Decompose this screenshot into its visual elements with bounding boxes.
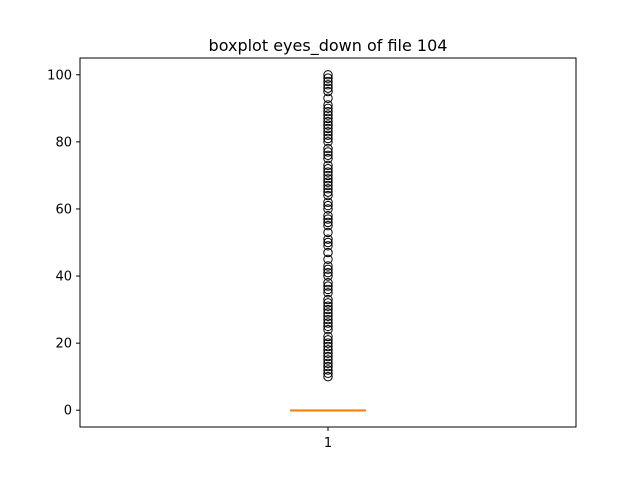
y-tick-label: 60 [55, 202, 72, 217]
outlier-point [323, 361, 333, 372]
outlier-point [323, 221, 333, 231]
outlier-point [323, 338, 333, 348]
outlier-point [323, 130, 333, 140]
outlier-point [323, 311, 333, 321]
y-tick-label: 40 [55, 270, 72, 285]
outlier-point [323, 106, 333, 117]
outlier-point [323, 335, 333, 345]
outlier-point [323, 254, 333, 264]
outlier-point [323, 331, 333, 342]
outlier-point [323, 113, 333, 124]
outlier-point [323, 264, 333, 275]
outlier-point [323, 341, 333, 352]
outlier-point [323, 358, 333, 368]
outlier-point [323, 314, 333, 325]
outlier-point [323, 368, 333, 379]
outlier-point [323, 83, 333, 93]
box-element [290, 409, 366, 412]
outlier-point [323, 110, 333, 120]
outlier-point [323, 170, 333, 181]
y-tick-label: 0 [64, 404, 72, 419]
outlier-point [323, 304, 333, 315]
outlier-point [323, 100, 333, 110]
outlier-point [323, 278, 333, 288]
outlier-point [323, 200, 333, 211]
outlier-point [323, 294, 333, 305]
y-tick-label: 100 [47, 68, 72, 83]
outlier-point [323, 137, 333, 147]
outlier-point [323, 237, 333, 248]
outlier-point [323, 164, 333, 174]
y-tick-label: 20 [55, 337, 72, 352]
outlier-point [323, 241, 333, 251]
plot-area-frame [79, 57, 577, 428]
outlier-point [323, 348, 333, 358]
outlier-point [323, 174, 333, 184]
outlier-point [323, 150, 333, 160]
outlier-point [323, 73, 333, 83]
outlier-point [323, 120, 333, 130]
outlier-point [323, 318, 333, 328]
outlier-point [323, 247, 333, 258]
outlier-point [323, 355, 333, 365]
outlier-point [323, 281, 333, 291]
outlier-point [323, 153, 333, 164]
outlier-point [323, 123, 333, 134]
outlier-point [323, 345, 333, 355]
outlier-points [323, 70, 333, 382]
outlier-point [323, 371, 333, 382]
outlier-point [323, 288, 333, 298]
x-tick-label: 1 [324, 436, 332, 451]
y-axis: 0 20 40 60 80 100 [47, 68, 80, 419]
outlier-point [323, 204, 333, 214]
outlier-point [323, 76, 333, 87]
outlier-point [323, 190, 333, 201]
outlier-point [323, 177, 333, 187]
outlier-point [323, 147, 333, 157]
outlier-point [323, 298, 333, 308]
outlier-point [323, 160, 333, 171]
outlier-point [323, 271, 333, 281]
outlier-point [323, 197, 333, 207]
outlier-point [323, 261, 333, 271]
outlier-point [323, 127, 333, 137]
y-tick-label: 80 [55, 135, 72, 150]
chart-title: boxplot eyes_down of file 104 [209, 36, 448, 56]
outlier-point [323, 325, 333, 335]
outlier-point [323, 227, 333, 238]
outlier-point [323, 167, 333, 177]
outlier-point [323, 103, 333, 114]
outlier-point [323, 117, 333, 127]
outlier-point [323, 93, 333, 103]
outlier-point [323, 351, 333, 362]
outlier-point [323, 284, 333, 295]
outlier-point [323, 214, 333, 224]
outlier-point [323, 70, 333, 80]
outlier-point [323, 217, 333, 228]
outlier-point [323, 86, 333, 97]
outlier-point [323, 187, 333, 197]
x-axis: 1 [324, 427, 332, 451]
outlier-point [323, 210, 333, 221]
outlier-point [323, 321, 333, 332]
outlier-point [323, 143, 333, 154]
outlier-point [323, 234, 333, 244]
outlier-point [323, 180, 333, 191]
outlier-point [323, 308, 333, 318]
outlier-point [323, 267, 333, 278]
outlier-point [323, 80, 333, 90]
outlier-point [323, 365, 333, 375]
outlier-point [323, 184, 333, 194]
outlier-point [323, 301, 333, 311]
outlier-point [323, 133, 333, 144]
